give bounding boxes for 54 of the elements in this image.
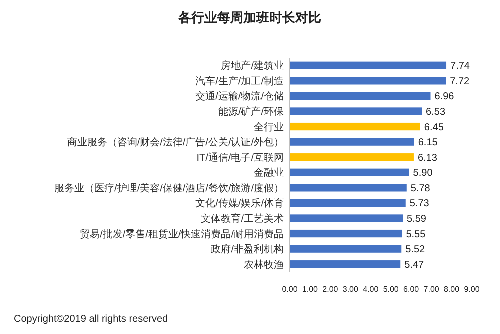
bar (290, 122, 420, 131)
bar (290, 77, 446, 85)
data-label: 6.15 (418, 138, 438, 149)
y-tick-label: 政府/非盈利机构 (211, 244, 284, 256)
bar (290, 108, 422, 116)
y-tick-label: 贸易/批发/零售/租赁业/快速消费品/耐用消费品 (80, 228, 284, 240)
data-label: 7.72 (450, 76, 470, 88)
x-tick-label: 6.00 (404, 285, 420, 294)
bar (290, 168, 410, 176)
x-tick-label: 1.00 (302, 285, 319, 294)
bar (290, 199, 406, 208)
x-tick-label: 3.00 (342, 285, 359, 294)
chart-title: 各行业每周加班时长对比 (178, 10, 322, 25)
bar (290, 230, 402, 238)
x-tick-label: 7.00 (424, 285, 440, 294)
y-tick-label: 汽车/生产/加工/制造 (196, 75, 284, 88)
y-tick-label: IT/通信/电子/互联网 (196, 152, 284, 164)
data-label: 6.96 (434, 92, 455, 103)
bar (290, 260, 401, 268)
y-tick-label: 商业服务（咨询/财会/法律/广告/公关/认证/外包） (67, 136, 284, 149)
data-label: 5.78 (410, 183, 431, 194)
data-label: 5.59 (407, 214, 427, 225)
bar (290, 154, 414, 162)
bar (290, 245, 402, 253)
y-tick-label: 文化/传媒/娱乐/体育 (196, 198, 284, 210)
y-tick-label: 服务业（医疗/护理/美容/保健/酒店/餐饮/旅游/度假） (54, 182, 284, 194)
x-tick-label: 4.00 (363, 285, 380, 294)
data-label: 6.45 (424, 122, 444, 134)
x-tick-label: 9.00 (464, 285, 480, 294)
y-tick-label: 全行业 (254, 121, 284, 134)
data-label: 6.13 (418, 152, 438, 164)
bar (290, 62, 447, 70)
bar (290, 214, 404, 222)
bar (290, 92, 431, 100)
data-label: 5.55 (406, 229, 426, 240)
data-label: 5.73 (410, 198, 430, 210)
y-tick-label: 农林牧渔 (244, 258, 284, 271)
bar (290, 184, 407, 192)
y-tick-label: 能源/矿产/环保 (218, 106, 284, 118)
data-label: 5.52 (406, 244, 426, 256)
x-tick-label: 5.00 (383, 285, 400, 294)
data-label: 7.74 (450, 61, 470, 72)
y-tick-label: 房地产/建筑业 (221, 60, 284, 72)
x-tick-label: 2.00 (322, 285, 339, 294)
text: Copyright©2019 all rights reserved (14, 314, 168, 325)
data-label: 5.90 (413, 168, 434, 180)
data-label: 5.47 (404, 260, 425, 271)
y-tick-label: 文体教育/工艺美术 (201, 213, 284, 225)
x-tick-label: 0.00 (282, 285, 298, 294)
bar (290, 138, 414, 146)
y-tick-label: 交通/运输/物流/仓储 (196, 90, 284, 103)
x-tick-label: 8.00 (444, 285, 460, 294)
y-tick-label: 金融业 (254, 167, 284, 180)
data-label: 6.53 (426, 107, 446, 118)
